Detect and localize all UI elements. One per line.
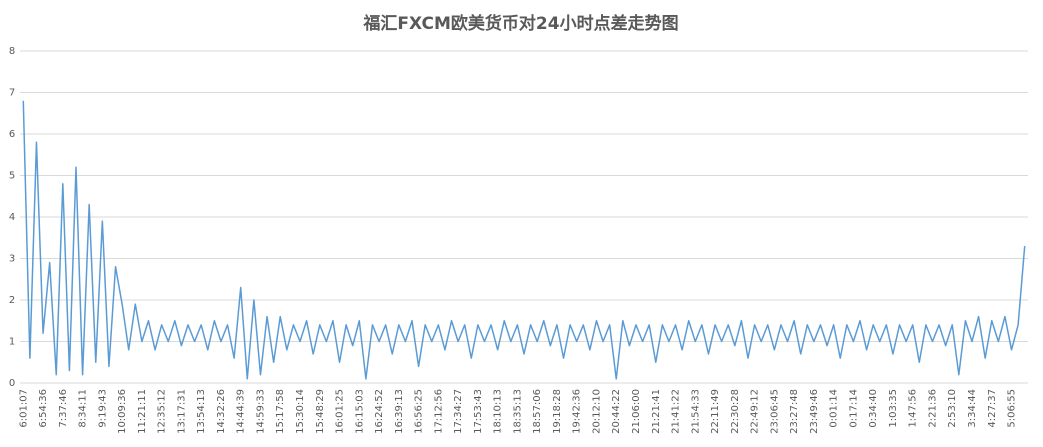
x-tick-label: 11:21:11 bbox=[137, 389, 148, 434]
x-tick-label: 14:32:26 bbox=[216, 389, 227, 434]
x-tick-label: 20:12:10 bbox=[591, 389, 602, 434]
x-tick-label: 23:27:48 bbox=[789, 389, 800, 434]
x-tick-label: 0:34:40 bbox=[868, 389, 879, 428]
x-tick-label: 1:03:35 bbox=[888, 389, 899, 428]
x-tick-label: 22:49:12 bbox=[750, 389, 761, 434]
x-tick-label: 14:44:39 bbox=[236, 389, 247, 434]
x-tick-label: 16:15:03 bbox=[354, 389, 365, 434]
x-tick-label: 18:10:13 bbox=[493, 389, 504, 434]
x-tick-label: 5:06:55 bbox=[1007, 389, 1018, 428]
x-tick-label: 23:49:46 bbox=[809, 389, 820, 434]
y-tick-label: 4 bbox=[9, 212, 15, 223]
x-tick-label: 13:17:31 bbox=[176, 389, 187, 434]
x-tick-label: 8:34:11 bbox=[78, 389, 89, 428]
x-tick-label: 3:34:44 bbox=[967, 389, 978, 428]
x-tick-label: 21:41:22 bbox=[671, 389, 682, 434]
x-tick-label: 10:09:36 bbox=[117, 389, 128, 434]
x-tick-label: 13:54:13 bbox=[196, 389, 207, 434]
x-tick-label: 19:42:36 bbox=[572, 389, 583, 434]
y-tick-label: 0 bbox=[9, 378, 15, 389]
y-tick-label: 3 bbox=[9, 254, 15, 265]
x-tick-label: 14:59:33 bbox=[255, 389, 266, 434]
x-tick-label: 19:18:28 bbox=[552, 389, 563, 434]
x-tick-label: 2:21:36 bbox=[927, 389, 938, 428]
x-tick-label: 22:11:49 bbox=[710, 389, 721, 434]
y-tick-label: 8 bbox=[9, 46, 15, 57]
x-tick-label: 16:24:52 bbox=[374, 389, 385, 434]
x-tick-label: 6:54:36 bbox=[38, 389, 49, 428]
x-tick-label: 21:21:41 bbox=[651, 389, 662, 434]
x-tick-label: 1:47:56 bbox=[908, 389, 919, 428]
x-tick-label: 9:19:43 bbox=[97, 389, 108, 428]
x-tick-label: 17:53:43 bbox=[473, 389, 484, 434]
x-tick-label: 18:35:13 bbox=[512, 389, 523, 434]
x-tick-label: 15:17:58 bbox=[275, 389, 286, 434]
x-tick-label: 16:01:25 bbox=[335, 389, 346, 434]
x-tick-label: 17:34:27 bbox=[453, 389, 464, 434]
x-tick-label: 6:01:07 bbox=[18, 389, 29, 428]
x-tick-label: 21:06:00 bbox=[631, 389, 642, 434]
x-tick-label: 0:17:14 bbox=[848, 389, 859, 428]
x-tick-label: 4:27:37 bbox=[987, 389, 998, 428]
x-tick-label: 23:06:45 bbox=[769, 389, 780, 434]
x-tick-label: 22:30:28 bbox=[730, 389, 741, 434]
x-tick-label: 7:37:46 bbox=[58, 389, 69, 428]
x-tick-label: 18:57:06 bbox=[532, 389, 543, 434]
y-tick-label: 5 bbox=[9, 171, 15, 182]
x-tick-label: 15:48:29 bbox=[315, 389, 326, 434]
y-tick-label: 2 bbox=[9, 295, 15, 306]
line-series bbox=[22, 100, 1026, 380]
x-tick-label: 17:12:56 bbox=[433, 389, 444, 434]
x-tick-label: 16:56:25 bbox=[414, 389, 425, 434]
y-tick-label: 6 bbox=[9, 129, 15, 140]
x-tick-label: 21:54:33 bbox=[690, 389, 701, 434]
chart-title: 福汇FXCM欧美货币对24小时点差走势图 bbox=[362, 13, 678, 34]
x-tick-label: 12:35:12 bbox=[157, 389, 168, 434]
y-tick-label: 1 bbox=[9, 337, 15, 348]
x-tick-label: 16:39:13 bbox=[394, 389, 405, 434]
x-tick-label: 15:30:14 bbox=[295, 389, 306, 434]
y-tick-label: 7 bbox=[9, 88, 15, 99]
x-tick-label: 2:53:10 bbox=[947, 389, 958, 428]
x-tick-label: 0:01:14 bbox=[829, 389, 840, 428]
x-tick-label: 20:44:22 bbox=[611, 389, 622, 434]
